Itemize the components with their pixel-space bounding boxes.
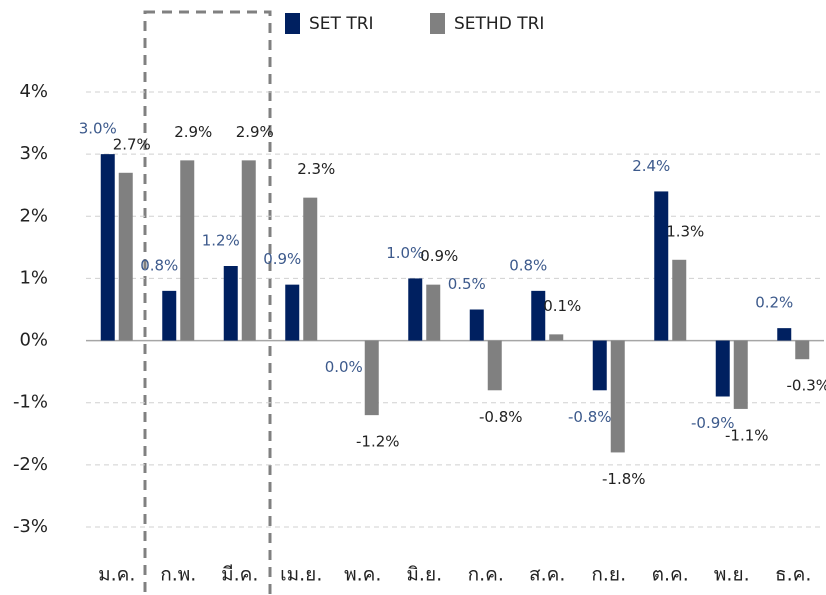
y-tick-label: -1% xyxy=(13,392,48,413)
x-tick-label: พ.ย. xyxy=(714,564,750,586)
bar xyxy=(426,284,441,341)
data-label: 1.2% xyxy=(202,232,240,250)
data-label: -0.8% xyxy=(568,408,612,426)
x-tick-label: ก.พ. xyxy=(160,564,196,586)
bar xyxy=(531,290,546,341)
data-label: 0.0% xyxy=(325,358,363,376)
data-label: 0.9% xyxy=(420,247,458,265)
data-label: -0.9% xyxy=(691,414,735,432)
data-label: -0.8% xyxy=(479,408,523,426)
x-tick-label: ธ.ค. xyxy=(775,564,811,586)
data-label: 0.8% xyxy=(140,256,178,274)
x-tick-label: ม.ค. xyxy=(98,564,135,586)
data-label: -1.1% xyxy=(725,426,769,444)
data-label: 0.1% xyxy=(543,297,581,315)
bar xyxy=(241,160,256,341)
bar xyxy=(180,160,195,341)
bar xyxy=(795,340,810,360)
bar xyxy=(654,191,669,341)
data-label: 1.0% xyxy=(386,244,424,262)
y-tick-label: 1% xyxy=(19,267,48,288)
data-label: 0.9% xyxy=(263,250,301,268)
x-tick-label: ส.ค. xyxy=(529,564,565,586)
data-label: -0.3% xyxy=(786,377,826,395)
data-label: 2.4% xyxy=(632,157,670,175)
data-label: 2.9% xyxy=(236,123,274,141)
data-label: 0.8% xyxy=(509,256,547,274)
bar xyxy=(408,278,423,341)
data-label: 2.9% xyxy=(174,123,212,141)
legend-swatch xyxy=(430,13,445,34)
bar xyxy=(118,172,133,341)
x-tick-label: ก.ค. xyxy=(468,564,504,586)
bar xyxy=(777,328,792,341)
x-tick-label: มิ.ย. xyxy=(406,564,442,586)
legend-swatch xyxy=(285,13,300,34)
legend-label: SET TRI xyxy=(309,14,374,34)
y-tick-label: -2% xyxy=(13,454,48,475)
bar xyxy=(285,284,300,341)
bar xyxy=(364,340,379,416)
y-tick-label: -3% xyxy=(13,516,48,537)
x-tick-label: ก.ย. xyxy=(591,564,626,586)
x-tick-label: เม.ย. xyxy=(280,564,322,586)
bar xyxy=(733,340,748,409)
bar xyxy=(469,309,484,341)
y-tick-label: 3% xyxy=(19,143,48,164)
y-tick-label: 2% xyxy=(19,205,48,226)
data-label: 2.3% xyxy=(297,160,335,178)
bar xyxy=(223,266,238,341)
y-tick-label: 4% xyxy=(19,81,48,102)
x-tick-label: มี.ค. xyxy=(221,564,258,586)
bar xyxy=(303,197,318,341)
x-tick-label: ต.ค. xyxy=(652,564,689,586)
data-label: 1.3% xyxy=(666,222,704,240)
data-label: -1.8% xyxy=(602,470,646,488)
bar xyxy=(162,290,177,341)
data-label: 0.5% xyxy=(448,275,486,293)
bar xyxy=(100,154,115,341)
bar xyxy=(610,340,625,453)
legend-label: SETHD TRI xyxy=(454,14,544,34)
bar xyxy=(549,334,564,341)
data-label: 2.7% xyxy=(113,135,151,153)
y-tick-label: 0% xyxy=(19,330,48,351)
data-label: 3.0% xyxy=(79,120,117,138)
bar xyxy=(715,340,730,397)
data-label: 0.2% xyxy=(755,294,793,312)
x-tick-label: พ.ค. xyxy=(344,564,381,586)
data-label: -1.2% xyxy=(356,433,400,451)
bar xyxy=(487,340,502,391)
bar xyxy=(672,259,687,341)
bar xyxy=(592,340,607,391)
